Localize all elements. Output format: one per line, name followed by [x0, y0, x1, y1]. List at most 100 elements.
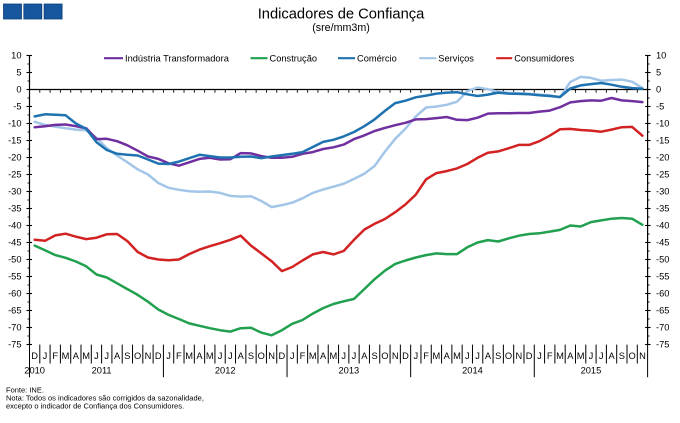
svg-text:2013: 2013 [339, 366, 360, 376]
svg-text:-30: -30 [656, 187, 669, 197]
svg-text:-40: -40 [656, 221, 669, 231]
svg-text:-30: -30 [8, 187, 21, 197]
svg-text:M: M [62, 351, 70, 361]
svg-text:F: F [176, 351, 182, 361]
svg-text:5: 5 [16, 68, 21, 78]
svg-text:-5: -5 [13, 102, 21, 112]
svg-text:10: 10 [11, 51, 21, 61]
svg-text:S: S [619, 351, 625, 361]
svg-text:-55: -55 [8, 272, 21, 282]
svg-text:F: F [52, 351, 58, 361]
svg-text:-20: -20 [8, 153, 21, 163]
svg-text:-50: -50 [8, 255, 21, 265]
svg-text:J: J [537, 351, 542, 361]
svg-text:J: J [43, 351, 48, 361]
svg-text:N: N [392, 351, 399, 361]
svg-text:2014: 2014 [462, 366, 483, 376]
svg-text:-5: -5 [656, 102, 664, 112]
svg-text:M: M [82, 351, 90, 361]
svg-text:-60: -60 [656, 289, 669, 299]
svg-text:excepto o indicador de Confian: excepto o indicador de Confiança dos Con… [6, 401, 184, 410]
svg-text:D: D [526, 351, 533, 361]
svg-text:A: A [114, 351, 121, 361]
svg-text:2010: 2010 [24, 366, 45, 376]
svg-text:-15: -15 [656, 136, 669, 146]
svg-text:M: M [206, 351, 214, 361]
svg-text:M: M [330, 351, 338, 361]
svg-text:D: D [402, 351, 409, 361]
svg-text:D: D [279, 351, 286, 361]
svg-text:Fonte: INE.: Fonte: INE. [6, 385, 44, 394]
svg-text:M: M [309, 351, 317, 361]
svg-text:D: D [155, 351, 162, 361]
svg-text:-50: -50 [656, 255, 669, 265]
svg-text:A: A [444, 351, 451, 361]
svg-text:A: A [485, 351, 492, 361]
svg-text:S: S [124, 351, 130, 361]
svg-text:-45: -45 [656, 238, 669, 248]
svg-text:A: A [238, 351, 245, 361]
svg-text:J: J [290, 351, 295, 361]
svg-text:-65: -65 [8, 306, 21, 316]
svg-text:J: J [599, 351, 604, 361]
svg-text:O: O [629, 351, 636, 361]
svg-text:-45: -45 [8, 238, 21, 248]
svg-text:-60: -60 [8, 289, 21, 299]
svg-text:J: J [413, 351, 418, 361]
svg-text:Nota: Todos os indicadores são: Nota: Todos os indicadores são corrigido… [6, 393, 204, 402]
svg-text:2012: 2012 [215, 366, 236, 376]
svg-text:2011: 2011 [92, 366, 112, 376]
svg-text:-35: -35 [656, 204, 669, 214]
svg-text:5: 5 [656, 68, 661, 78]
svg-text:J: J [94, 351, 99, 361]
svg-text:-10: -10 [8, 119, 21, 129]
svg-text:2015: 2015 [581, 366, 602, 376]
svg-text:S: S [495, 351, 501, 361]
svg-text:0: 0 [656, 85, 661, 95]
svg-text:-55: -55 [656, 272, 669, 282]
svg-text:J: J [341, 351, 346, 361]
svg-text:-15: -15 [8, 136, 21, 146]
svg-text:-25: -25 [8, 170, 21, 180]
svg-text:-20: -20 [656, 153, 669, 163]
svg-text:Comércio: Comércio [357, 54, 397, 64]
svg-text:Construção: Construção [270, 54, 318, 64]
svg-text:J: J [589, 351, 594, 361]
svg-text:-70: -70 [656, 323, 669, 333]
svg-text:O: O [381, 351, 388, 361]
svg-text:-40: -40 [8, 221, 21, 231]
svg-text:J: J [465, 351, 470, 361]
svg-text:Indústria Transformadora: Indústria Transformadora [125, 54, 230, 64]
svg-text:N: N [145, 351, 152, 361]
svg-text:A: A [320, 351, 327, 361]
svg-text:A: A [567, 351, 574, 361]
svg-text:N: N [639, 351, 646, 361]
svg-text:M: M [185, 351, 193, 361]
svg-text:D: D [31, 351, 38, 361]
svg-text:J: J [475, 351, 480, 361]
svg-text:F: F [423, 351, 429, 361]
svg-text:(sre/mm3m): (sre/mm3m) [312, 22, 370, 34]
svg-text:J: J [104, 351, 109, 361]
svg-text:M: M [556, 351, 564, 361]
svg-text:J: J [218, 351, 223, 361]
svg-text:N: N [515, 351, 522, 361]
svg-text:10: 10 [656, 51, 666, 61]
svg-text:-65: -65 [656, 306, 669, 316]
svg-text:M: M [577, 351, 585, 361]
svg-text:M: M [433, 351, 441, 361]
svg-text:-75: -75 [8, 340, 21, 350]
svg-text:J: J [228, 351, 233, 361]
svg-text:A: A [361, 351, 368, 361]
svg-text:0: 0 [16, 85, 21, 95]
svg-text:-25: -25 [656, 170, 669, 180]
svg-text:J: J [352, 351, 357, 361]
svg-text:Consumidores: Consumidores [514, 54, 574, 64]
svg-text:J: J [166, 351, 171, 361]
svg-text:-35: -35 [8, 204, 21, 214]
svg-text:S: S [372, 351, 378, 361]
svg-text:-70: -70 [8, 323, 21, 333]
svg-text:O: O [134, 351, 141, 361]
svg-text:A: A [73, 351, 80, 361]
svg-text:O: O [258, 351, 265, 361]
